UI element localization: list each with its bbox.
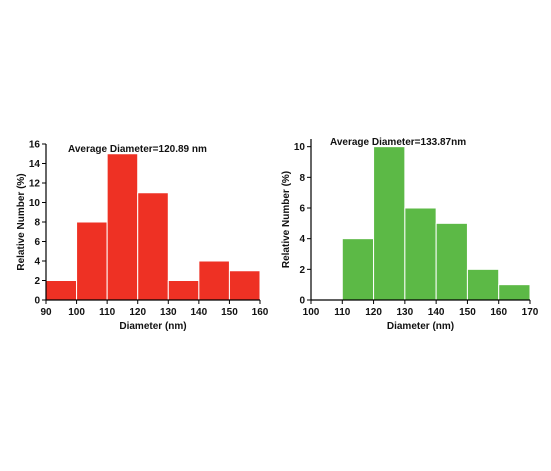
right-x-axis-label: Diameter (nm) (387, 321, 454, 332)
right-y-tick-label-0: 0 (299, 296, 305, 307)
left-x-tick-label-5: 140 (191, 307, 208, 318)
left-x-tick-label-6: 150 (221, 307, 238, 318)
right-y-tick-label-5: 10 (294, 142, 306, 153)
right-average-annotation: Average Diameter=133.87nm (330, 137, 466, 148)
left-bar-4 (167, 280, 200, 301)
left-x-tick-label-7: 160 (252, 307, 269, 318)
left-x-tick-label-1: 100 (68, 307, 85, 318)
left-bar-3 (137, 192, 169, 301)
left-y-tick-label-1: 2 (34, 276, 40, 287)
right-y-tick-label-3: 6 (299, 204, 305, 215)
left-bar-5 (198, 260, 230, 301)
right-y-tick-label-4: 8 (299, 173, 305, 184)
left-x-tick-label-3: 120 (129, 307, 146, 318)
right-bar-2 (404, 207, 437, 301)
right-x-tick-label-5: 150 (459, 307, 476, 318)
left-bar-2 (106, 153, 139, 301)
left-y-tick-label-2: 4 (34, 257, 40, 268)
left-x-tick-label-2: 110 (99, 307, 116, 318)
left-y-tick-label-3: 6 (34, 237, 40, 248)
left-y-tick-label-0: 0 (34, 296, 40, 307)
right-y-tick-label-1: 2 (299, 265, 305, 276)
right-y-axis-label: Relative Number (%) (281, 171, 292, 268)
left-y-tick-label-4: 8 (34, 218, 40, 229)
left-x-axis-label: Diameter (nm) (119, 321, 186, 332)
right-x-tick-label-1: 110 (334, 307, 351, 318)
left-y-tick-label-5: 10 (29, 198, 41, 209)
right-x-tick-label-0: 100 (303, 307, 320, 318)
right-x-tick-label-6: 160 (490, 307, 507, 318)
left-y-tick-label-8: 16 (29, 140, 41, 151)
right-x-tick-label-4: 140 (428, 307, 445, 318)
left-bar-6 (228, 270, 261, 301)
histogram-left: 90 100 110 120 130 140 150 160 0 2 4 6 8 10 12 14 16 Diam… (16, 140, 269, 333)
right-x-tick-label-7: 170 (522, 307, 539, 318)
left-y-tick-label-7: 14 (29, 159, 41, 170)
right-bar-4 (466, 268, 500, 301)
left-bar-0 (45, 280, 78, 301)
left-average-annotation: Average Diameter=120.89 nm (68, 144, 207, 155)
right-x-tick-label-2: 120 (365, 307, 382, 318)
left-x-tick-label-0: 90 (40, 307, 52, 318)
histogram-right: 100 110 120 130 140 150 160 170 0 2 4 6 8 10 Diameter … (281, 137, 539, 332)
left-y-axis-label: Relative Number (%) (16, 173, 27, 270)
right-y-tick-label-2: 4 (299, 234, 305, 245)
right-x-tick-label-3: 130 (397, 307, 414, 318)
right-bar-5 (498, 284, 531, 301)
right-bar-3 (435, 222, 468, 301)
right-bar-0 (341, 238, 375, 301)
left-y-tick-label-6: 12 (29, 179, 41, 190)
left-x-tick-label-4: 130 (160, 307, 177, 318)
left-bar-1 (76, 221, 108, 301)
right-bar-1 (373, 146, 406, 301)
